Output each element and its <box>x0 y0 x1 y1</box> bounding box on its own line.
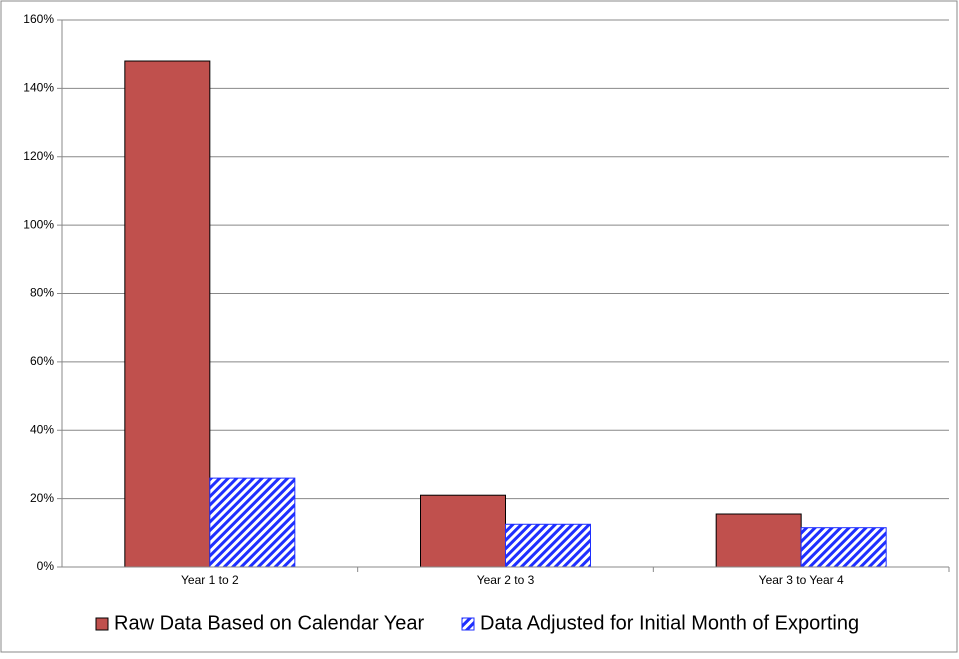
x-tick-label: Year 2 to 3 <box>477 573 535 587</box>
y-tick-label: 40% <box>30 422 54 436</box>
y-tick-label: 20% <box>30 491 54 505</box>
y-tick-label: 80% <box>30 286 54 300</box>
x-tick-label: Year 3 to Year 4 <box>759 573 844 587</box>
y-tick-label: 160% <box>23 12 54 26</box>
bar <box>505 523 591 568</box>
y-tick-label: 140% <box>23 81 54 95</box>
legend-swatch <box>461 617 475 631</box>
bar <box>420 494 506 568</box>
bar <box>800 527 887 568</box>
legend-label: Raw Data Based on Calendar Year <box>114 612 425 634</box>
bar <box>209 477 296 568</box>
legend-label: Data Adjusted for Initial Month of Expor… <box>480 612 859 634</box>
y-tick-label: 0% <box>37 559 55 573</box>
legend-swatch <box>95 617 109 631</box>
x-tick-label: Year 1 to 2 <box>181 573 239 587</box>
y-tick-label: 60% <box>30 354 54 368</box>
bar <box>715 513 802 568</box>
y-tick-label: 120% <box>23 149 54 163</box>
y-tick-label: 100% <box>23 217 54 231</box>
bar <box>124 60 211 568</box>
